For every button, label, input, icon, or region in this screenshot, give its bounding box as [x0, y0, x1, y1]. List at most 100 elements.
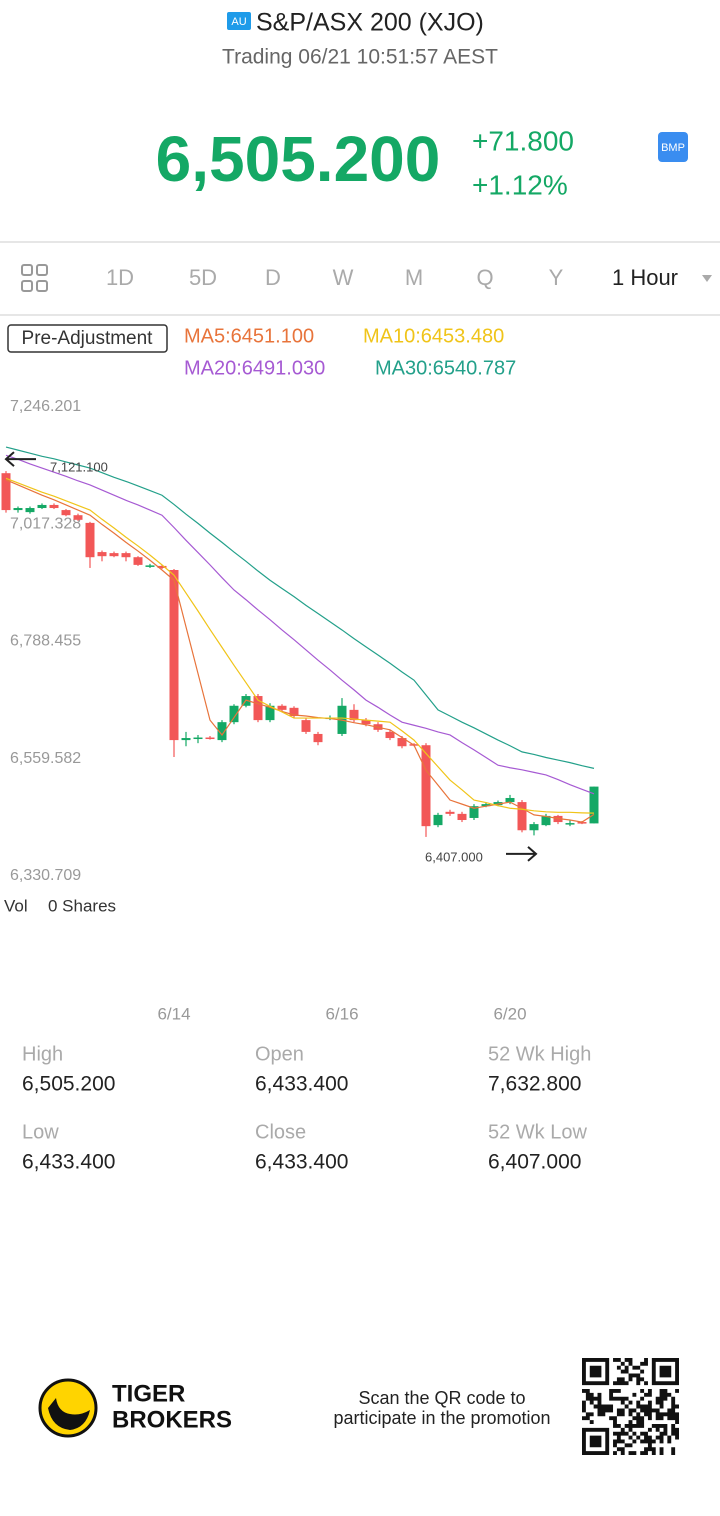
dropdown-arrow[interactable]	[702, 275, 712, 282]
adjustment-label[interactable]: Pre-Adjustment	[22, 328, 154, 349]
candle-body	[253, 696, 263, 721]
candle-body	[169, 570, 179, 741]
stat-value: 6,433.400	[255, 1151, 348, 1174]
candle-body	[361, 720, 371, 725]
candle-body	[61, 510, 71, 516]
candle-body	[589, 786, 599, 824]
y-tick-label: 7,017.328	[10, 515, 81, 532]
candle-body	[181, 738, 191, 741]
candle-body	[397, 738, 407, 747]
y-tick-label: 6,330.709	[10, 867, 81, 884]
period-tab[interactable]: 5D	[189, 265, 217, 290]
adjustment-button[interactable]	[7, 324, 168, 353]
legend-entry: MA20:6491.030	[184, 357, 325, 379]
candle-body	[25, 508, 35, 513]
promo-text: participate in the promotion	[333, 1408, 550, 1428]
legend-entry: MA10:6453.480	[363, 325, 504, 347]
candle-body	[445, 811, 455, 814]
y-tick-label: 7,246.201	[10, 398, 81, 415]
candle-body	[109, 553, 119, 557]
x-tick-label: 6/16	[325, 1004, 358, 1023]
market-badge: AU	[231, 16, 246, 28]
bmp-badge-bg[interactable]	[658, 132, 688, 162]
period-tab[interactable]: D	[265, 265, 281, 290]
candle-body	[145, 565, 155, 567]
period-tab[interactable]: Q	[476, 265, 493, 290]
candle-body	[421, 745, 431, 827]
period-tab[interactable]: M	[405, 265, 423, 290]
candle-body	[541, 815, 551, 826]
brand-logo-mark	[48, 1398, 90, 1430]
stat-value: 6,433.400	[255, 1073, 348, 1096]
candlestick-chart: MA5:6451.100 MA10:6453.480 MA20:6491.030 MA…	[1, 325, 599, 1023]
period-tabs: 1D 5D D W M Q Y 1 Hour	[106, 265, 678, 290]
stat-label: 52 Wk High	[488, 1043, 591, 1065]
candle-body	[121, 553, 131, 558]
candle-body	[565, 823, 575, 825]
stat-label: Low	[22, 1121, 59, 1143]
candle-body	[97, 552, 107, 557]
candle-body	[37, 504, 47, 509]
candle-body	[385, 731, 395, 739]
period-tab[interactable]: 1D	[106, 265, 134, 290]
candle-body	[457, 813, 467, 821]
stat-value: 6,505.200	[22, 1073, 115, 1096]
candle-body	[217, 722, 227, 741]
stat-label: Close	[255, 1121, 306, 1143]
period-tab[interactable]: Y	[549, 265, 564, 290]
candle-body	[73, 515, 83, 520]
candle-body	[505, 797, 515, 803]
candle-body	[313, 733, 323, 743]
ma-line	[5, 446, 595, 769]
legend-entry: MA5:6451.100	[184, 325, 314, 347]
y-tick-label: 6,788.455	[10, 633, 81, 650]
candle-body	[529, 824, 539, 831]
volume-label: Vol	[4, 896, 28, 915]
candle-body	[1, 473, 11, 511]
candle-body	[13, 508, 23, 511]
qr-modules	[582, 1358, 679, 1455]
stat-label: High	[22, 1043, 63, 1065]
stat-label: 52 Wk Low	[488, 1121, 587, 1143]
annotation-arrow	[506, 846, 538, 862]
price-change: +71.800	[472, 125, 574, 156]
layout-icon[interactable]	[21, 264, 48, 292]
ma-line	[5, 479, 595, 823]
market-badge-bg	[227, 12, 251, 30]
candle-body	[481, 804, 491, 807]
stats: High 6,505.200 Low 6,433.400 Open 6,433.400 Cl…	[22, 1043, 591, 1173]
ma-line	[5, 454, 595, 795]
candle-body	[301, 720, 311, 732]
trading-status: Trading 06/21 10:51:57 AEST	[222, 46, 498, 69]
period-tab[interactable]: W	[333, 265, 354, 290]
ma-line	[5, 477, 595, 814]
brand-name: TIGER	[112, 1380, 185, 1407]
candle-body	[349, 709, 359, 721]
bmp-badge[interactable]: BMP	[661, 142, 685, 154]
volume-value: 0 Shares	[48, 896, 116, 915]
annotation-arrow	[4, 451, 36, 467]
qr-code	[582, 1358, 679, 1455]
candle-body	[193, 737, 203, 740]
candle-body	[229, 705, 239, 723]
stat-label: Open	[255, 1043, 304, 1065]
candle-body	[133, 557, 143, 565]
y-tick-label: 6,559.582	[10, 750, 81, 767]
promo-text: Scan the QR code to	[358, 1388, 525, 1408]
brand-name: BROKERS	[112, 1406, 232, 1433]
candle-body	[85, 522, 95, 558]
legend-entry: MA30:6540.787	[375, 357, 516, 379]
candle-body	[277, 705, 287, 710]
candle-body	[157, 565, 167, 568]
x-tick-label: 6/20	[493, 1004, 526, 1023]
candle-body	[517, 802, 527, 831]
annotation-label: 6,407.000	[425, 849, 483, 864]
candle-body	[265, 705, 275, 721]
stat-value: 6,407.000	[488, 1151, 581, 1174]
period-tab[interactable]: 1 Hour	[612, 265, 678, 290]
candle-body	[577, 822, 587, 824]
candle-body	[469, 806, 479, 818]
price-change-pct: +1.12%	[472, 169, 568, 200]
